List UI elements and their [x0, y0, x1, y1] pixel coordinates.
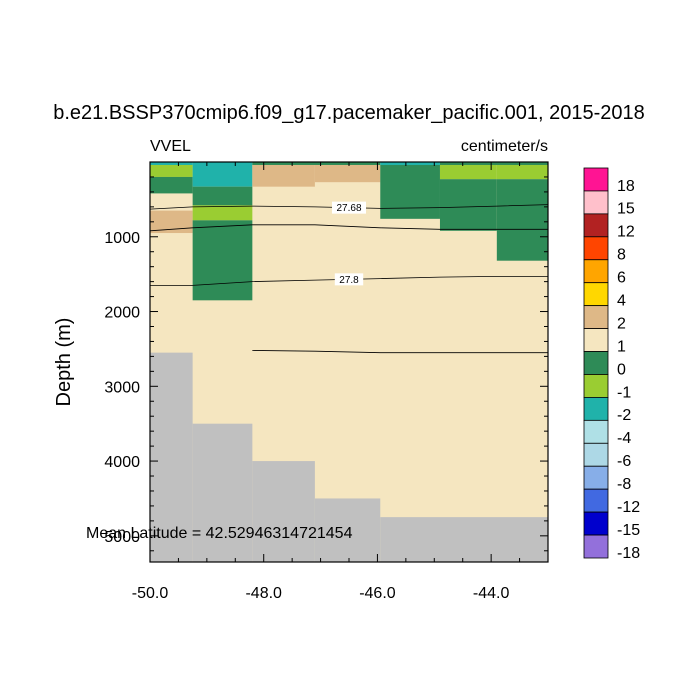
land-segment-4: [380, 517, 548, 562]
colorbar-swatch-16: [583, 534, 609, 559]
velocity-cell-11: [192, 220, 253, 301]
velocity-cell-12: [252, 164, 315, 187]
y-tick-label-1: 2000: [104, 305, 140, 322]
colorbar-label-15: -15: [617, 522, 640, 539]
x-tick-label-0: -50.0: [132, 585, 169, 602]
colorbar-swatch-4: [583, 259, 609, 284]
land-segment-0: [150, 352, 193, 562]
colorbar-label-3: 8: [617, 247, 626, 264]
velocity-cell-0: [150, 162, 193, 165]
velocity-cell-18: [496, 179, 548, 261]
velocity-cell-16: [439, 179, 497, 231]
land-segment-3: [314, 498, 381, 562]
colorbar-label-11: -4: [617, 430, 631, 447]
x-tick-label-1: -48.0: [245, 585, 282, 602]
x-axis: -50.0 -48.0 -46.0 -44.0: [132, 162, 549, 602]
colorbar: 18 15 12 8 6 4 2 1 0 -1 -2 -4 -6 -8 -12 -15 -18: [583, 167, 640, 562]
contour-label-bg-0: [332, 201, 366, 214]
colorbar-label-13: -8: [617, 476, 631, 493]
y-tick-label-0: 1000: [104, 230, 140, 247]
velocity-cell-14: [380, 164, 440, 219]
plot-frame: [149, 161, 549, 563]
colorbar-label-7: 1: [617, 338, 626, 355]
y-tick-label-4: 5000: [104, 529, 140, 546]
colorbar-label-1: 15: [617, 201, 635, 218]
contour-label-bg-2: [334, 273, 364, 286]
colorbar-label-0: 18: [617, 178, 635, 195]
contour-line-3: [252, 350, 548, 354]
colorbar-swatch-10: [583, 397, 609, 421]
contour-line-1: [149, 224, 548, 232]
x-tick-label-3: -44.0: [473, 585, 510, 602]
colorbar-swatch-7: [583, 328, 609, 352]
mean-latitude-annotation: Mean Latitude = 42.52946314721454: [86, 525, 353, 542]
velocity-cell-17: [496, 164, 548, 180]
velocity-cells: [150, 162, 548, 301]
y-axis-label: Depth (m): [53, 318, 75, 407]
chart-title: b.e21.BSSP370cmip6.f09_g17.pacemaker_pac…: [53, 102, 645, 124]
colorbar-swatch-8: [583, 351, 609, 375]
velocity-cell-7: [150, 210, 193, 234]
colorbar-label-6: 2: [617, 315, 626, 332]
y-axis: 1000 2000 3000 4000 5000: [104, 176, 548, 552]
colorbar-label-8: 0: [617, 361, 626, 378]
velocity-cell-5: [150, 164, 193, 177]
colorbar-swatch-6: [583, 305, 609, 329]
variable-label: VVEL: [150, 138, 191, 155]
colorbar-swatch-3: [583, 236, 609, 261]
colorbar-swatch-1: [583, 190, 609, 215]
colorbar-swatch-12: [583, 442, 609, 467]
colorbar-label-4: 6: [617, 270, 626, 287]
colorbar-swatch-0: [583, 167, 609, 192]
velocity-cell-3: [380, 162, 440, 165]
velocity-cell-2: [252, 162, 381, 165]
velocity-cell-4: [439, 162, 548, 165]
contour-label-2: 27.8: [339, 275, 359, 286]
land-segment-2: [252, 461, 315, 562]
colorbar-swatch-9: [583, 374, 609, 398]
colorbar-label-12: -6: [617, 453, 631, 470]
colorbar-swatch-5: [583, 282, 609, 307]
velocity-cell-1: [192, 162, 253, 165]
velocity-cell-8: [192, 164, 253, 187]
velocity-cell-15: [439, 164, 497, 180]
colorbar-label-10: -2: [617, 407, 631, 424]
y-tick-label-2: 3000: [104, 379, 140, 396]
land-segment-1: [192, 423, 253, 562]
y-tick-label-3: 4000: [104, 454, 140, 471]
x-tick-label-2: -46.0: [359, 585, 396, 602]
colorbar-label-14: -12: [617, 499, 640, 516]
colorbar-label-16: -18: [617, 545, 640, 562]
plot-area: 27.68 27.8 -50.0 -48.0 -46.0 -44.0 1000 2000 3…: [104, 161, 549, 602]
colorbar-label-9: -1: [617, 384, 631, 401]
colorbar-swatch-2: [583, 213, 609, 238]
colorbar-swatch-13: [583, 465, 609, 490]
colorbar-swatch-15: [583, 511, 609, 536]
velocity-cell-9: [192, 186, 253, 206]
bathymetry-mask: [150, 352, 548, 562]
colorbar-swatch-11: [583, 419, 609, 444]
velocity-cell-13: [314, 164, 381, 183]
units-label: centimeter/s: [461, 138, 548, 155]
colorbar-label-2: 12: [617, 224, 635, 241]
velocity-cell-10: [192, 205, 253, 221]
colorbar-label-5: 4: [617, 293, 626, 310]
velocity-cell-6: [150, 176, 193, 194]
contour-label-0: 27.68: [336, 203, 361, 214]
density-contours: 27.68 27.8: [149, 201, 549, 354]
colorbar-swatch-14: [583, 488, 609, 513]
